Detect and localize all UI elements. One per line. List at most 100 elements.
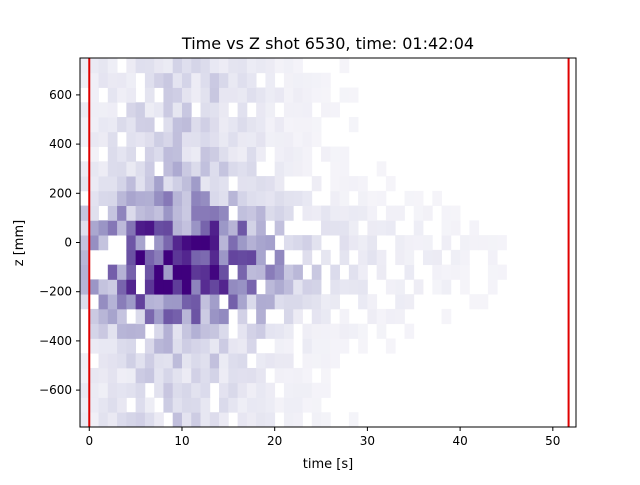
heatmap-cell — [89, 117, 99, 133]
heatmap-cell — [321, 294, 331, 310]
heatmap-cell — [98, 117, 109, 133]
heatmap-cell — [209, 338, 220, 354]
heatmap-cell — [209, 146, 220, 162]
heatmap-cell — [163, 382, 174, 398]
heatmap-cell — [154, 353, 164, 369]
heatmap-cell — [219, 249, 229, 266]
heatmap-cell — [302, 131, 313, 147]
heatmap-cell — [200, 397, 211, 413]
x-tick-label: 0 — [85, 434, 93, 448]
heatmap-cell — [172, 279, 183, 295]
heatmap-cell — [348, 176, 359, 192]
heatmap-cell — [98, 382, 109, 398]
heatmap-cell — [237, 353, 248, 369]
heatmap-cell — [237, 367, 248, 384]
heatmap-cell — [237, 205, 248, 221]
heatmap-cell — [339, 161, 350, 177]
heatmap-cell — [311, 87, 322, 103]
heatmap-cell — [228, 353, 239, 369]
heatmap-cell — [219, 279, 229, 295]
heatmap-cell — [219, 412, 229, 428]
heatmap-cell — [330, 353, 340, 369]
heatmap-cell — [302, 367, 313, 384]
heatmap-cell — [237, 338, 248, 354]
heatmap-cell — [237, 220, 248, 236]
heatmap-cell — [404, 323, 415, 339]
heatmap-cell — [209, 131, 220, 147]
heatmap-cell — [358, 235, 368, 251]
heatmap-cell — [265, 323, 276, 339]
heatmap-cell — [80, 279, 90, 295]
heatmap-cell — [200, 190, 211, 206]
heatmap-cell — [172, 58, 183, 74]
heatmap-cell — [423, 205, 433, 221]
heatmap-cell — [339, 220, 350, 236]
heatmap-cell — [274, 220, 285, 236]
heatmap-cell — [441, 264, 452, 280]
heatmap-cell — [181, 382, 192, 398]
heatmap-cell — [330, 102, 340, 118]
heatmap-cell — [283, 58, 294, 74]
heatmap-cell — [135, 397, 146, 413]
heatmap-cell — [80, 382, 90, 398]
heatmap-cell — [163, 117, 174, 133]
heatmap-cell — [413, 205, 424, 221]
x-axis: 0 10 20 30 40 50 — [85, 427, 560, 448]
heatmap-cell — [126, 338, 137, 354]
heatmap-cell — [293, 58, 303, 74]
heatmap-cell — [367, 249, 378, 266]
heatmap-cell — [376, 308, 387, 325]
heatmap-cell — [89, 367, 99, 384]
heatmap-cell — [293, 131, 303, 147]
heatmap-cell — [107, 353, 118, 369]
heatmap-cell — [302, 294, 313, 310]
heatmap-cell — [135, 308, 146, 325]
heatmap-cell — [237, 323, 248, 339]
heatmap-cell — [358, 294, 368, 310]
heatmap-cell — [256, 235, 266, 251]
heatmap-cell — [191, 412, 201, 428]
heatmap-cell — [117, 353, 127, 369]
x-tick-label: 10 — [174, 434, 189, 448]
heatmap-cell — [487, 279, 498, 295]
heatmap-cell — [154, 308, 164, 325]
heatmap-cell — [358, 249, 368, 266]
heatmap-cell — [339, 146, 350, 162]
heatmap-cell — [293, 382, 303, 398]
heatmap-cell — [321, 338, 331, 354]
heatmap-cell — [144, 205, 155, 221]
heatmap-cell — [367, 220, 378, 236]
heatmap-cell — [219, 205, 229, 221]
heatmap-cell — [219, 308, 229, 325]
heatmap-cell — [441, 279, 452, 295]
heatmap-cell — [246, 323, 257, 339]
heatmap-cell — [200, 220, 211, 236]
heatmap-cell — [413, 220, 424, 236]
heatmap-cell — [98, 294, 109, 310]
heatmap-cell — [200, 72, 211, 88]
heatmap-cell — [432, 190, 442, 206]
heatmap-cell — [209, 102, 220, 118]
heatmap-cell — [256, 87, 266, 103]
heatmap-cell — [80, 220, 90, 236]
heatmap-cell — [163, 102, 174, 118]
heatmap-cell — [237, 117, 248, 133]
heatmap-cell — [246, 117, 257, 133]
heatmap-cell — [219, 176, 229, 192]
heatmap-cell — [117, 338, 127, 354]
heatmap-cell — [154, 58, 164, 74]
heatmap-cell — [172, 308, 183, 325]
heatmap-cell — [274, 353, 285, 369]
heatmap-cell — [191, 235, 201, 251]
heatmap-cell — [358, 190, 368, 206]
heatmap-cell — [487, 249, 498, 266]
heatmap-cell — [246, 146, 257, 162]
heatmap-cell — [200, 353, 211, 369]
heatmap-cell — [293, 146, 303, 162]
heatmap-cell — [144, 131, 155, 147]
heatmap-cell — [209, 72, 220, 88]
heatmap-cell — [98, 58, 109, 74]
heatmap-cell — [117, 367, 127, 384]
heatmap-cell — [376, 161, 387, 177]
heatmap-cell — [89, 338, 99, 354]
